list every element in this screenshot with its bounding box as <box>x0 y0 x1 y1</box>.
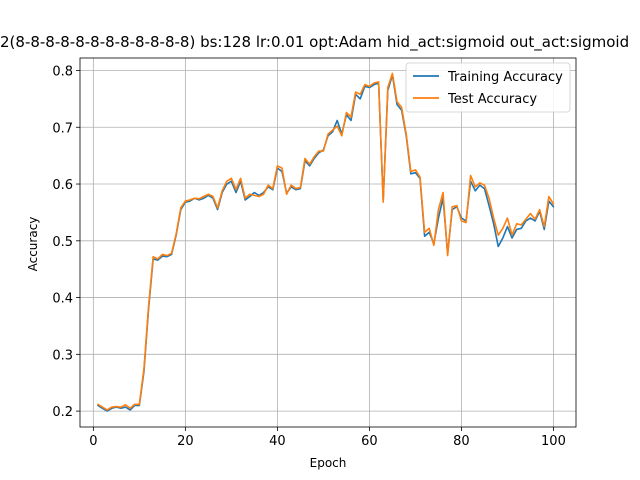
x-tick-label: 0 <box>89 434 97 449</box>
legend-box <box>405 62 571 113</box>
legend-label: Test Accuracy <box>447 92 537 107</box>
y-tick-label: 0.4 <box>52 292 73 307</box>
x-tick-label: 40 <box>269 434 286 449</box>
series-layer <box>97 72 555 412</box>
y-axis-label: Accuracy <box>26 217 40 272</box>
x-tick-label: 100 <box>541 434 566 449</box>
x-tick-label: 60 <box>361 434 378 449</box>
test-accuracy-line <box>97 72 555 411</box>
legend-label: Training Accuracy <box>447 70 563 85</box>
y-tick-label: 0.8 <box>52 64 73 79</box>
plot-frame <box>79 57 577 428</box>
y-tick-label: 0.5 <box>52 235 73 250</box>
x-tick-label: 80 <box>453 434 470 449</box>
training-accuracy-line <box>97 74 555 412</box>
axis-ticks: 0 20 40 60 80 100 0.2 0.3 0.4 0.5 0.6 0.7 0.8 <box>52 64 566 449</box>
chart-title: 2(8-8-8-8-8-8-8-8-8-8-8-8) bs:128 lr:0.0… <box>0 33 629 52</box>
y-tick-label: 0.7 <box>52 121 73 136</box>
y-tick-label: 0.6 <box>52 178 73 193</box>
gridlines <box>80 58 576 427</box>
y-tick-label: 0.3 <box>52 348 73 363</box>
legend: Training Accuracy Test Accuracy <box>405 62 571 113</box>
x-tick-label: 20 <box>177 434 194 449</box>
y-tick-label: 0.2 <box>52 405 73 420</box>
x-axis-label: Epoch <box>310 456 347 470</box>
